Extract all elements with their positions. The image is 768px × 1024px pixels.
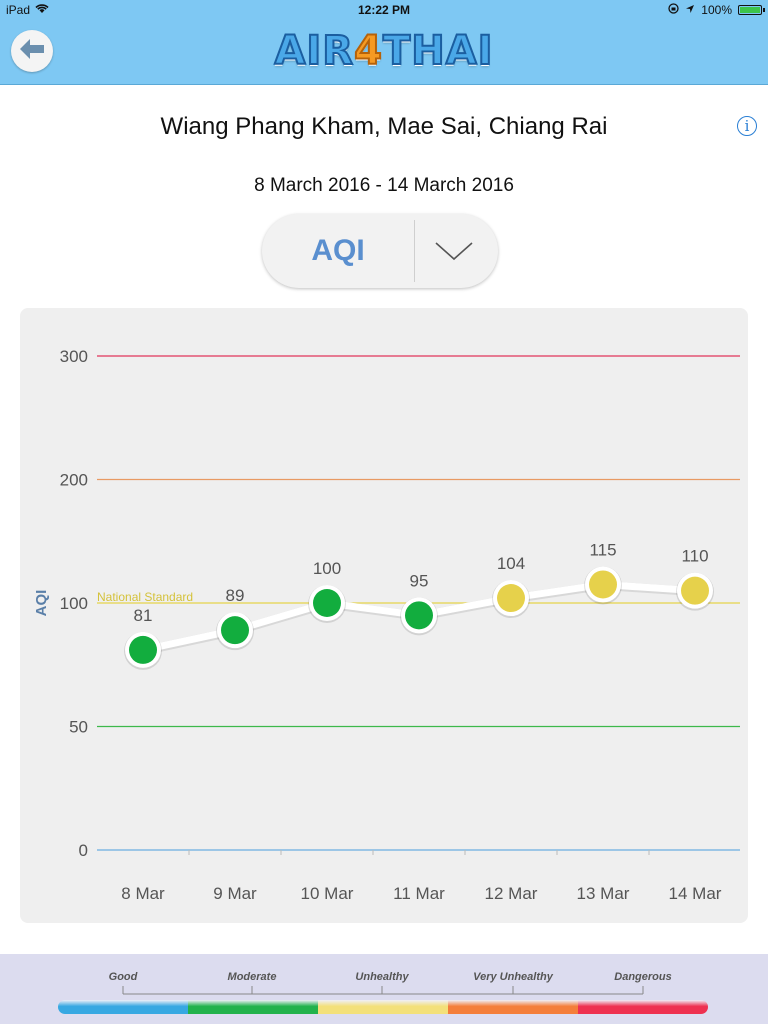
data-point — [589, 570, 617, 599]
status-right: 100% — [668, 3, 765, 17]
parameter-dropdown[interactable]: AQI — [262, 214, 498, 288]
data-point — [221, 616, 249, 645]
legend-segment — [318, 1000, 448, 1014]
legend-label: Moderate — [227, 971, 277, 983]
x-tick-label: 12 Mar — [485, 884, 538, 903]
orientation-lock-icon — [668, 3, 679, 17]
status-time: 12:22 PM — [357, 3, 411, 17]
y-tick-label: 300 — [60, 347, 88, 366]
legend-bracket — [122, 986, 644, 995]
y-axis-label: AQI — [33, 590, 50, 617]
data-point — [129, 635, 157, 664]
legend-segment — [578, 1000, 708, 1014]
station-name: Wiang Phang Kham, Mae Sai, Chiang Rai — [160, 113, 608, 140]
data-point — [313, 589, 341, 617]
legend-label: Dangerous — [614, 971, 672, 983]
device-name: iPad — [6, 3, 31, 17]
y-tick-label: 50 — [69, 718, 88, 737]
status-left: iPad — [6, 3, 49, 17]
data-point — [497, 584, 525, 613]
legend-label: Very Unhealthy — [473, 971, 553, 983]
status-bar: iPad 12:22 PM 100% — [0, 0, 768, 20]
y-tick-label: 0 — [79, 841, 88, 860]
legend-segment — [188, 1000, 318, 1014]
data-label: 110 — [681, 547, 708, 566]
legend-color-bar — [58, 1000, 708, 1014]
logo-thai: THAI — [382, 27, 494, 75]
logo-four: 4 — [353, 27, 383, 75]
wifi-icon — [35, 3, 49, 17]
info-icon[interactable]: i — [737, 116, 757, 136]
app-header: AIR4THAI — [0, 20, 768, 85]
data-label: 89 — [226, 586, 245, 605]
national-standard-label: National Standard — [97, 590, 193, 604]
x-tick-label: 13 Mar — [577, 884, 630, 903]
data-label: 95 — [410, 571, 429, 590]
logo-air: AIR — [273, 27, 355, 75]
legend-label: Unhealthy — [355, 971, 409, 983]
battery-icon — [738, 5, 765, 15]
air4thai-logo: AIR4THAI — [0, 27, 768, 75]
data-label: 100 — [313, 559, 341, 578]
x-tick-label: 14 Mar — [669, 884, 722, 903]
dropdown-divider — [414, 220, 415, 282]
y-tick-label: 100 — [60, 594, 88, 613]
data-label: 104 — [497, 554, 525, 573]
y-tick-label: 200 — [60, 471, 88, 490]
legend-label: Good — [108, 971, 138, 983]
aqi-chart: National Standard 0 50 100 200 300 AQI 8 Mar 9 M… — [20, 308, 748, 923]
data-label: 115 — [589, 540, 616, 559]
x-tick-label: 8 Mar — [121, 884, 165, 903]
x-tick-label: 11 Mar — [393, 884, 445, 903]
date-range: 8 March 2016 - 14 March 2016 — [254, 175, 514, 196]
location-icon — [685, 3, 695, 17]
chevron-down-icon — [434, 240, 474, 267]
back-button[interactable] — [11, 30, 53, 72]
data-point — [405, 601, 433, 630]
x-tick-label: 10 Mar — [301, 884, 354, 903]
back-arrow-icon — [19, 38, 45, 65]
data-point — [681, 576, 709, 605]
x-tick-label: 9 Mar — [213, 884, 257, 903]
legend-segment — [448, 1000, 578, 1014]
battery-percent: 100% — [701, 3, 732, 17]
chart-canvas: National Standard 0 50 100 200 300 AQI 8 Mar 9 M… — [33, 347, 740, 903]
data-label: 81 — [134, 606, 153, 625]
legend-segment — [58, 1000, 188, 1014]
parameter-selected-label: AQI — [311, 234, 365, 267]
